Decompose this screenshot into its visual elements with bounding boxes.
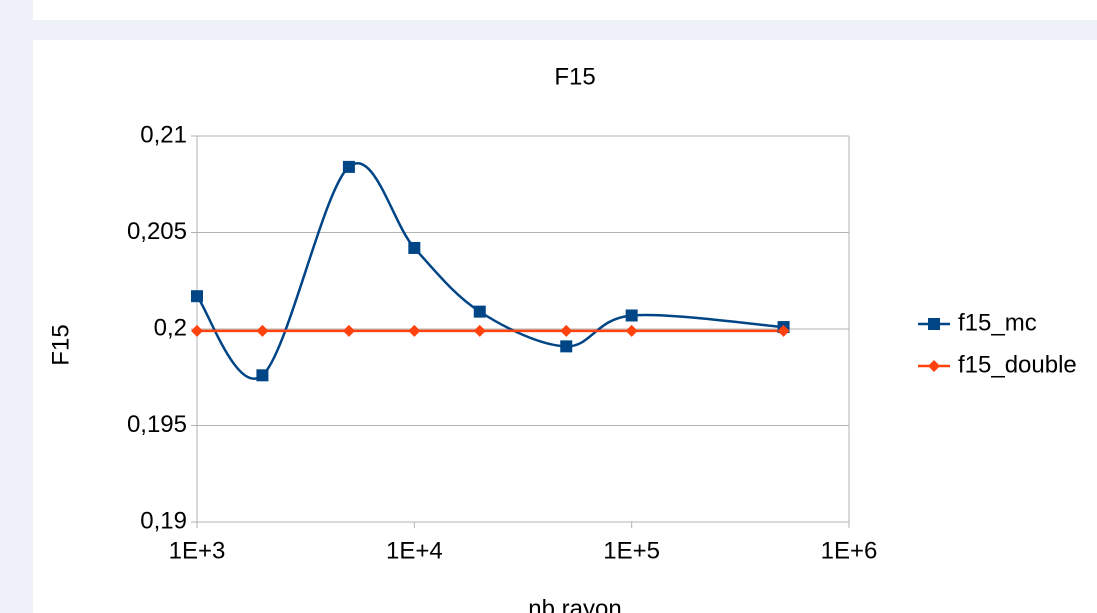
x-tick-label: 1E+5 — [603, 537, 660, 564]
point — [625, 324, 638, 337]
legend-label: f15_mc — [958, 309, 1037, 336]
point — [777, 324, 790, 337]
chart-title: F15 — [554, 63, 595, 90]
point — [625, 309, 638, 322]
x-axis-label: nb rayon — [528, 595, 621, 613]
y-tick-label: 0,21 — [140, 121, 187, 148]
top-panel — [33, 0, 1097, 20]
legend-marker — [928, 360, 940, 372]
x-tick-label: 1E+6 — [821, 537, 878, 564]
x-tick-label: 1E+3 — [169, 537, 226, 564]
point — [342, 324, 355, 337]
x-tick-label: 1E+4 — [386, 537, 443, 564]
legend-label: f15_double — [958, 351, 1077, 378]
y-tick-label: 0,2 — [154, 314, 187, 341]
point — [191, 324, 203, 337]
point — [473, 324, 486, 337]
point — [342, 160, 355, 173]
point — [560, 340, 573, 353]
y-tick-label: 0,19 — [140, 507, 187, 534]
point — [408, 324, 421, 337]
point — [473, 305, 486, 318]
point — [408, 241, 421, 254]
point — [191, 290, 203, 303]
point — [256, 324, 269, 337]
y-axis-label: F15 — [47, 324, 74, 365]
y-tick-label: 0,195 — [127, 411, 187, 438]
point — [560, 324, 573, 337]
legend-marker — [928, 318, 940, 330]
y-tick-label: 0,205 — [127, 218, 187, 245]
point — [256, 369, 269, 382]
